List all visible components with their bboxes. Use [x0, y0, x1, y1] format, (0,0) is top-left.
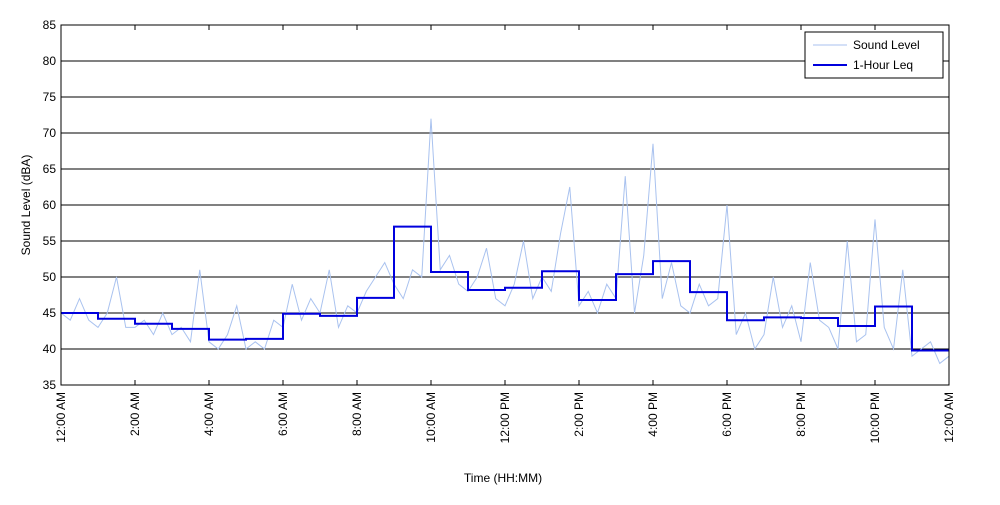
x-tick-label: 4:00 PM [646, 392, 660, 437]
x-tick-label: 6:00 AM [276, 392, 290, 436]
y-tick-label: 85 [43, 18, 57, 32]
x-tick-label: 10:00 PM [868, 392, 882, 443]
x-tick-label: 8:00 AM [350, 392, 364, 436]
y-tick-label: 80 [43, 54, 57, 68]
y-tick-label: 70 [43, 126, 57, 140]
y-tick-label: 50 [43, 270, 57, 284]
y-tick-label: 40 [43, 342, 57, 356]
y-tick-label: 60 [43, 198, 57, 212]
y-tick-label: 65 [43, 162, 57, 176]
x-tick-label: 2:00 PM [572, 392, 586, 437]
line [60, 118, 950, 365]
legend-label: 1-Hour Leq [853, 58, 913, 72]
x-tick-label: 2:00 AM [128, 392, 142, 436]
x-tick-label: 10:00 AM [424, 392, 438, 443]
x-tick-label: 12:00 AM [942, 392, 956, 443]
legend-box [804, 31, 944, 79]
y-tick-label: 75 [43, 90, 57, 104]
x-tick-label: 6:00 PM [720, 392, 734, 437]
x-tick-label: 8:00 PM [794, 392, 808, 437]
x-tick-label: 12:00 PM [498, 392, 512, 443]
x-tick-label: 12:00 AM [54, 392, 68, 443]
plot-frame [60, 24, 950, 386]
x-tick-label: 4:00 AM [202, 392, 216, 436]
y-tick-label: 35 [43, 378, 57, 392]
x-axis-label: Time (HH:MM) [464, 471, 542, 485]
y-tick-label: 55 [43, 234, 57, 248]
y-axis-label: Sound Level (dBA) [19, 155, 33, 256]
step-line [61, 225, 949, 352]
legend-label: Sound Level [853, 38, 920, 52]
y-tick-label: 45 [43, 306, 57, 320]
